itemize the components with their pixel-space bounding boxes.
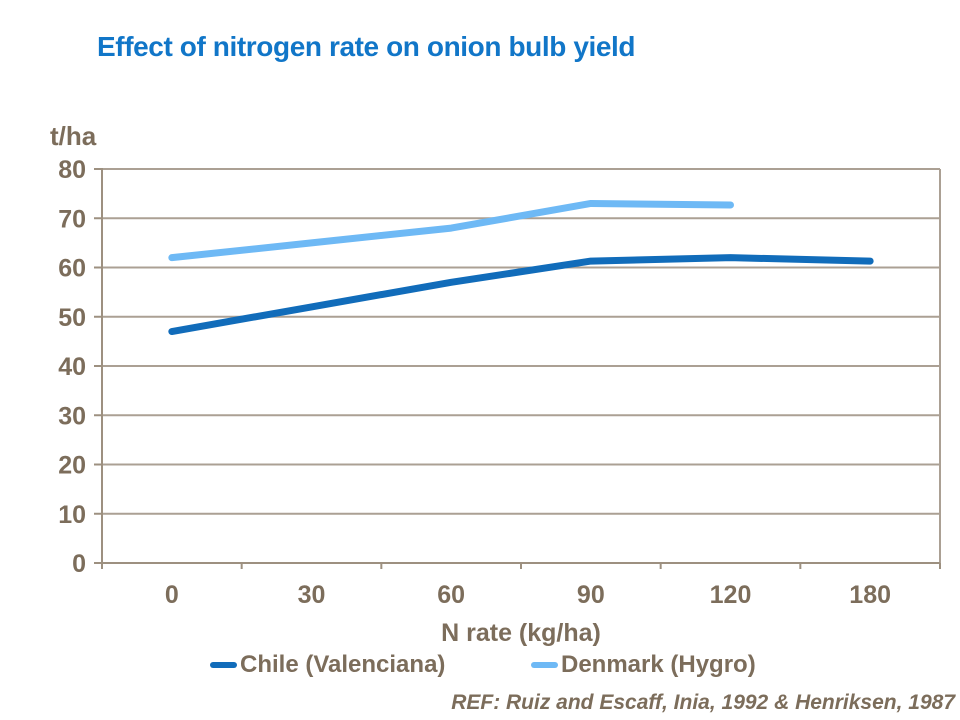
- y-tick-label-60: 60: [58, 255, 86, 283]
- series-line-denmark-hygro: [168, 199, 734, 262]
- legend-item-chile: Chile (Valenciana): [210, 650, 445, 680]
- y-tick-label-50: 50: [58, 304, 86, 332]
- legend-item-denmark: Denmark (Hygro): [531, 650, 756, 680]
- x-tick-label-120: 120: [710, 581, 752, 609]
- x-tick-label-30: 30: [298, 581, 326, 609]
- y-axis-unit-label: t/ha: [50, 121, 97, 151]
- x-tick-label-60: 60: [437, 581, 465, 609]
- x-tick-label-90: 90: [577, 581, 605, 609]
- chart-title: Effect of nitrogen rate on onion bulb yi…: [97, 31, 636, 62]
- x-axis-title: N rate (kg/ha): [441, 619, 601, 647]
- y-tick-label-0: 0: [72, 550, 86, 578]
- y-tick-label-40: 40: [58, 353, 86, 381]
- legend-line-swatch-chile: [210, 662, 237, 668]
- legend-label-denmark: Denmark (Hygro): [561, 651, 756, 678]
- y-tick-label-30: 30: [58, 402, 86, 430]
- reference-note: REF: Ruiz and Escaff, Inia, 1992 & Henri…: [451, 691, 955, 714]
- y-tick-label-10: 10: [58, 501, 86, 529]
- y-tick-label-20: 20: [58, 452, 86, 480]
- y-tick-label-80: 80: [58, 156, 86, 184]
- x-tick-label-0: 0: [165, 581, 179, 609]
- x-tick-label-180: 180: [849, 581, 891, 609]
- legend-label-chile: Chile (Valenciana): [240, 651, 446, 678]
- legend-line-swatch-denmark: [531, 662, 558, 668]
- y-tick-label-70: 70: [58, 205, 86, 233]
- series-line-chile-valenciana: [168, 254, 874, 336]
